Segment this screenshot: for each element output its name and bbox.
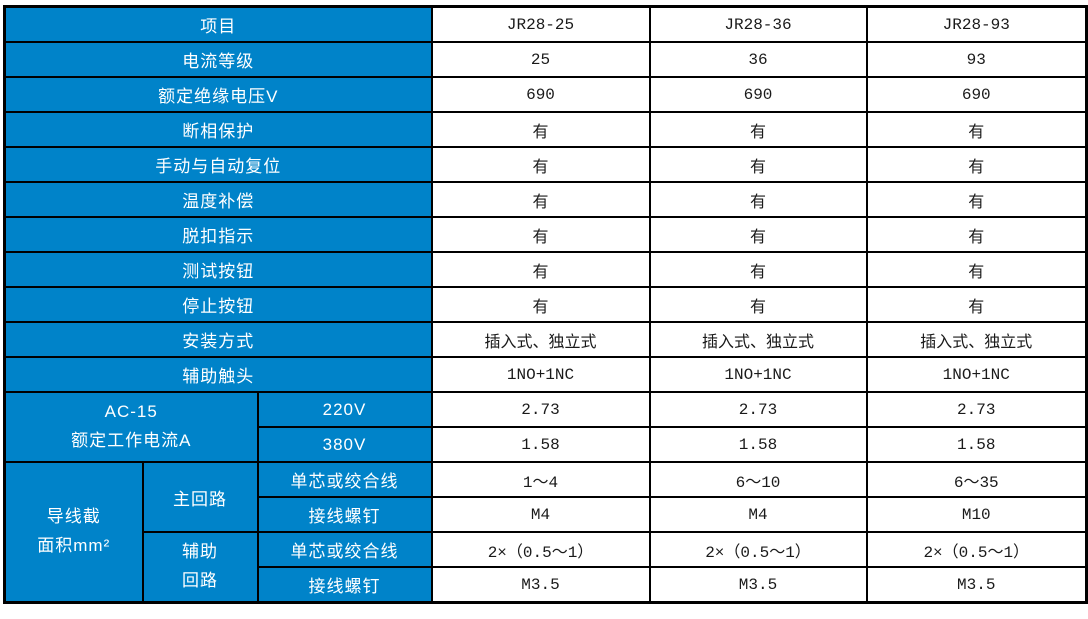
value-cell: 有: [648, 286, 868, 323]
ac15-group-label: AC-15 额定工作电流A: [3, 391, 259, 463]
table-row-current-rating: 电流等级 25 36 93: [3, 41, 1088, 78]
value-cell: 有: [430, 111, 651, 148]
table-row-auxiliary-contacts: 辅助触头 1NO+1NC 1NO+1NC 1NO+1NC: [3, 356, 1088, 393]
table-row-main-circuit-screw: 接线螺钉 M4 M4 M10: [5, 496, 1088, 533]
main-circuit-label: 主回路: [141, 461, 259, 533]
value-cell: 2×（0.5～1）: [865, 531, 1088, 568]
value-cell: M10: [865, 496, 1088, 533]
value-cell: 有: [430, 251, 651, 288]
value-cell: 插入式、独立式: [430, 321, 651, 358]
value-cell: 有: [430, 181, 651, 218]
value-cell: 1～4: [430, 461, 651, 498]
value-cell: M4: [648, 496, 868, 533]
value-cell: 有: [648, 216, 868, 253]
value-cell: 2.73: [430, 391, 651, 428]
value-cell: 1.58: [648, 426, 868, 463]
table-row-manual-auto-reset: 手动与自动复位 有 有 有: [3, 146, 1088, 183]
row-label: 额定绝缘电压V: [3, 76, 433, 113]
table-row-stop-button: 停止按钮 有 有 有: [3, 286, 1088, 323]
aux-wire-type-label: 单芯或绞合线: [256, 531, 433, 568]
value-cell: 有: [865, 181, 1088, 218]
value-cell: 1NO+1NC: [648, 356, 868, 393]
value-cell: 有: [648, 251, 868, 288]
value-cell: 有: [648, 146, 868, 183]
aux-screw-label: 接线螺钉: [256, 566, 433, 604]
value-cell: 2.73: [648, 391, 868, 428]
table-row-trip-indication: 脱扣指示 有 有 有: [3, 216, 1088, 253]
value-cell: 36: [648, 41, 868, 78]
value-cell: 1.58: [430, 426, 651, 463]
table-row-mounting-method: 安装方式 插入式、独立式 插入式、独立式 插入式、独立式: [3, 321, 1088, 358]
main-wire-type-label: 单芯或绞合线: [256, 461, 433, 498]
row-label: 测试按钮: [3, 251, 433, 288]
table-row-ac15-220v: AC-15 额定工作电流A 220V 2.73 2.73 2.73: [3, 391, 1088, 463]
value-cell: 6～10: [648, 461, 868, 498]
row-label: 温度补偿: [3, 181, 433, 218]
value-cell: 有: [648, 111, 868, 148]
value-cell: 93: [865, 41, 1088, 78]
value-cell: 插入式、独立式: [865, 321, 1088, 358]
value-cell: 2×（0.5～1）: [430, 531, 651, 568]
row-label: 安装方式: [3, 321, 433, 358]
value-cell: 有: [865, 111, 1088, 148]
row-label: 手动与自动复位: [3, 146, 433, 183]
value-cell: 有: [430, 216, 651, 253]
header-model-jr28-93: JR28-93: [865, 5, 1088, 43]
table-row-ac15-380v: 380V 1.58 1.58 1.58: [5, 426, 1088, 463]
header-model-jr28-25: JR28-25: [430, 5, 651, 43]
table-row-insulation-voltage: 额定绝缘电压V 690 690 690: [3, 76, 1088, 113]
value-cell: 插入式、独立式: [648, 321, 868, 358]
row-label: 断相保护: [3, 111, 433, 148]
value-cell: 25: [430, 41, 651, 78]
ac15-sub-label-380v: 380V: [256, 426, 433, 463]
table-row-aux-circuit-screw: 接线螺钉 M3.5 M3.5 M3.5: [5, 566, 1088, 604]
value-cell: 690: [865, 76, 1088, 113]
table-row-aux-circuit-wire: 辅助 回路 单芯或绞合线 2×（0.5～1） 2×（0.5～1） 2×（0.5～…: [5, 531, 1088, 604]
row-label: 停止按钮: [3, 286, 433, 323]
value-cell: 1NO+1NC: [865, 356, 1088, 393]
value-cell: 6～35: [865, 461, 1088, 498]
value-cell: 有: [865, 216, 1088, 253]
row-label: 电流等级: [3, 41, 433, 78]
spec-table: 项目 JR28-25 JR28-36 JR28-93 电流等级 25 36 93…: [3, 5, 1088, 604]
value-cell: 有: [430, 286, 651, 323]
value-cell: 2.73: [865, 391, 1088, 428]
table-row-main-circuit-wire: 导线截 面积mm² 主回路 单芯或绞合线 1～4 6～10 6～35: [3, 461, 1088, 604]
row-label: 辅助触头: [3, 356, 433, 393]
value-cell: 690: [430, 76, 651, 113]
value-cell: 有: [648, 181, 868, 218]
header-item-cell: 项目: [3, 5, 433, 43]
value-cell: 有: [865, 146, 1088, 183]
value-cell: 有: [865, 286, 1088, 323]
value-cell: M3.5: [865, 566, 1088, 604]
value-cell: M3.5: [430, 566, 651, 604]
value-cell: M4: [430, 496, 651, 533]
value-cell: 有: [865, 251, 1088, 288]
aux-circuit-label: 辅助 回路: [141, 531, 259, 604]
row-label: 脱扣指示: [3, 216, 433, 253]
value-cell: 1.58: [865, 426, 1088, 463]
ac15-sub-label-220v: 220V: [256, 391, 433, 428]
value-cell: 有: [430, 146, 651, 183]
value-cell: 2×（0.5～1）: [648, 531, 868, 568]
value-cell: 690: [648, 76, 868, 113]
main-screw-label: 接线螺钉: [256, 496, 433, 533]
header-row: 项目 JR28-25 JR28-36 JR28-93: [3, 5, 1088, 43]
wire-group-label: 导线截 面积mm²: [3, 461, 144, 604]
table-row-phase-failure-protection: 断相保护 有 有 有: [3, 111, 1088, 148]
table-row-temperature-compensation: 温度补偿 有 有 有: [3, 181, 1088, 218]
header-model-jr28-36: JR28-36: [648, 5, 868, 43]
value-cell: 1NO+1NC: [430, 356, 651, 393]
value-cell: M3.5: [648, 566, 868, 604]
table-row-test-button: 测试按钮 有 有 有: [3, 251, 1088, 288]
